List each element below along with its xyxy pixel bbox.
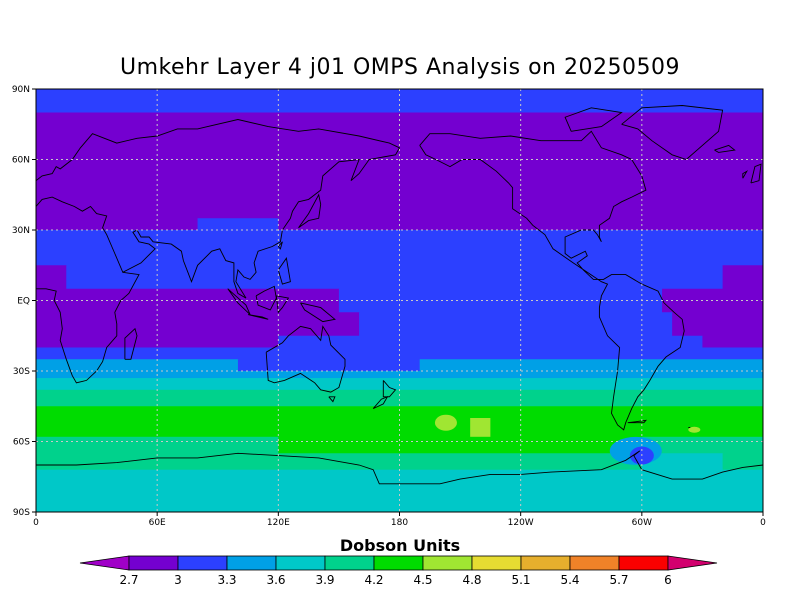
- colorbar-swatch: [324, 555, 375, 571]
- coastline: [750, 163, 762, 184]
- x-tick-label: 60E: [149, 518, 166, 528]
- coastline: [300, 302, 336, 323]
- coastlines: [36, 105, 763, 485]
- coastline: [419, 130, 685, 431]
- coastline: [328, 396, 336, 403]
- coastline: [382, 380, 397, 398]
- field-cell: [36, 218, 199, 231]
- field-cell: [36, 406, 763, 419]
- coastline: [36, 119, 401, 299]
- field-cell: [197, 218, 279, 231]
- colorbar-title: Dobson Units: [339, 536, 461, 555]
- coastline: [277, 241, 283, 250]
- colorbar-low-arrow: [79, 555, 130, 571]
- field-cell: [36, 265, 67, 290]
- colorbar-swatch: [275, 555, 326, 571]
- coastline: [277, 257, 291, 285]
- colorbar-label: 2.7: [119, 573, 138, 587]
- field-cell: [36, 418, 471, 438]
- colorbar-high-arrow: [667, 555, 718, 571]
- colorbar-swatch: [373, 555, 424, 571]
- field-cell: [702, 335, 763, 348]
- colorbar-label: 4.5: [413, 573, 432, 587]
- colorbar-label: 3: [174, 573, 182, 587]
- field-cell: [237, 359, 421, 372]
- colorbar-swatch: [618, 555, 669, 571]
- x-tick-label: 120W: [508, 518, 534, 528]
- field-cell: [36, 312, 360, 337]
- field-cell: [278, 335, 703, 348]
- high-value-blob: [688, 426, 701, 433]
- colorbar-swatch: [471, 555, 522, 571]
- coastline: [265, 325, 346, 393]
- x-tick-label: 120E: [267, 518, 290, 528]
- high-value-blob: [434, 414, 457, 431]
- y-tick-label: 30N: [12, 226, 30, 236]
- field-cell: [36, 335, 279, 348]
- y-tick-label: 60S: [13, 438, 30, 448]
- field-cell: [672, 312, 763, 337]
- field-cell: [36, 469, 623, 489]
- coastline: [714, 144, 736, 153]
- colorbar-label: 3.6: [266, 573, 285, 587]
- field-cell: [722, 265, 763, 290]
- coastline: [627, 419, 648, 424]
- coastline: [298, 193, 322, 229]
- colorbar-label: 5.7: [609, 573, 628, 587]
- colorbar-label: 4.2: [364, 573, 383, 587]
- field-cell: [419, 359, 763, 372]
- field-cell: [36, 206, 763, 219]
- field-cell: [36, 89, 763, 109]
- colorbar-label: 5.4: [560, 573, 579, 587]
- colorbar-swatch: [128, 555, 179, 571]
- colorbar-swatch: [520, 555, 571, 571]
- y-tick-label: EQ: [17, 297, 30, 307]
- coastline: [372, 395, 389, 410]
- x-tick-label: 0: [760, 518, 766, 528]
- coastline: [124, 327, 138, 360]
- field-cell: [359, 312, 673, 337]
- colorbar-label: 5.1: [511, 573, 530, 587]
- coastline: [621, 105, 724, 161]
- colorbar-swatch: [226, 555, 277, 571]
- colorbar-swatch: [569, 555, 620, 571]
- colorbar-swatch: [177, 555, 228, 571]
- coastline: [36, 450, 763, 485]
- field-cell: [36, 389, 763, 407]
- colorbar-swatch: [422, 555, 473, 571]
- coastline: [36, 271, 140, 384]
- x-tick-label: 60W: [632, 518, 652, 528]
- y-tick-label: 60N: [12, 156, 30, 166]
- colorbar-label: 3.3: [217, 573, 236, 587]
- coastline: [564, 107, 623, 132]
- field-cell: [36, 347, 763, 360]
- chart-title: Umkehr Layer 4 j01 OMPS Analysis on 2025…: [120, 55, 680, 80]
- graticule: [36, 89, 763, 512]
- x-tick-label: 0: [33, 518, 39, 528]
- field-cell: [470, 418, 491, 438]
- colorbar-label: 4.8: [462, 573, 481, 587]
- coastline: [247, 314, 269, 320]
- map-axes: 0 60E 120E 180 120W 60W 0 90N 60N 30N EQ 30S 60S 90S: [12, 85, 766, 528]
- y-tick-label: 30S: [13, 367, 30, 377]
- x-tick-label: 180: [391, 518, 408, 528]
- coastline: [275, 295, 290, 314]
- y-tick-label: 90S: [13, 508, 30, 518]
- colorbar-label: 3.9: [315, 573, 334, 587]
- field-cell: [278, 436, 643, 454]
- field-cell: [36, 359, 239, 372]
- field-cell: [641, 453, 724, 471]
- y-tick-label: 90N: [12, 85, 30, 95]
- colorbar-label: 6: [664, 573, 672, 587]
- colorbar: 2.7 3 3.3 3.6 3.9 4.2 4.5 4.8 5.1 5.4 5.7 6: [79, 555, 718, 587]
- field-cell: [66, 265, 724, 290]
- coastline: [742, 170, 749, 179]
